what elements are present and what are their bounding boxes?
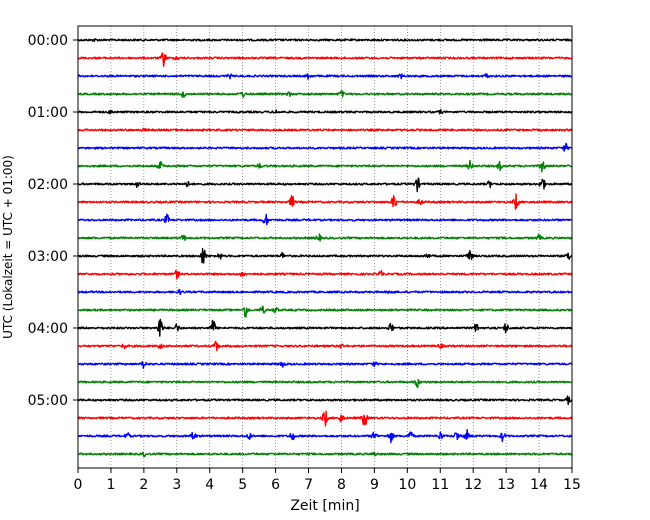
x-tick-label: 11: [431, 477, 449, 493]
trace-03-30: [77, 288, 573, 296]
x-tick-label: 1: [106, 477, 115, 493]
trace-03-15: [77, 269, 573, 280]
x-axis-ticks: 0 1 2 3 4 5 6 7 8 9 10 11 12 13 14 15: [74, 468, 581, 493]
x-tick-label: 3: [172, 477, 181, 493]
trace-00-00: [77, 38, 573, 42]
x-tick-label: 8: [337, 477, 346, 493]
x-tick-label: 15: [563, 477, 581, 493]
vertical-grid: [110, 26, 540, 468]
trace-02-00: [77, 177, 573, 193]
trace-04-15: [77, 340, 573, 352]
x-tick-label: 12: [464, 477, 482, 493]
y-tick-label: 02:00: [28, 177, 68, 193]
trace-01-45: [77, 159, 573, 173]
x-tick-label: 14: [530, 477, 548, 493]
x-tick-label: 0: [74, 477, 83, 493]
y-axis-ticks: 00:00 01:00 02:00 03:00 04:00 05:00: [28, 33, 78, 409]
y-tick-label: 05:00: [28, 393, 68, 409]
trace-04-45: [77, 378, 573, 389]
y-tick-label: 04:00: [28, 321, 68, 337]
trace-03-45: [77, 305, 573, 318]
trace-02-15: [77, 193, 573, 210]
trace-02-45: [77, 233, 573, 242]
x-tick-label: 5: [238, 477, 247, 493]
trace-02-30: [77, 213, 573, 226]
trace-03-00: [77, 247, 573, 264]
trace-05-45: [77, 451, 573, 458]
trace-00-15: [77, 52, 573, 67]
y-axis-label: UTC (Lokalzeit = UTC + 01:00): [1, 155, 15, 339]
trace-05-00: [77, 395, 573, 406]
trace-04-00: [77, 318, 573, 337]
trace-05-15: [77, 410, 573, 427]
y-tick-label: 00:00: [28, 33, 68, 49]
trace-05-30: [77, 428, 573, 444]
trace-group: [77, 38, 573, 458]
x-tick-label: 2: [139, 477, 148, 493]
x-tick-label: 4: [205, 477, 214, 493]
trace-04-30: [77, 361, 573, 369]
y-tick-label: 03:00: [28, 249, 68, 265]
x-tick-label: 7: [304, 477, 313, 493]
trace-01-15: [77, 127, 573, 132]
y-tick-label: 01:00: [28, 105, 68, 121]
x-axis-label: Zeit [min]: [290, 498, 359, 514]
trace-01-30: [77, 142, 573, 152]
x-tick-label: 13: [497, 477, 515, 493]
x-tick-label: 10: [398, 477, 416, 493]
trace-00-30: [77, 73, 573, 80]
trace-00-45: [77, 90, 573, 98]
x-tick-label: 9: [370, 477, 379, 493]
trace-01-00: [77, 109, 573, 115]
x-tick-label: 6: [271, 477, 280, 493]
plot-frame: [77, 25, 573, 469]
